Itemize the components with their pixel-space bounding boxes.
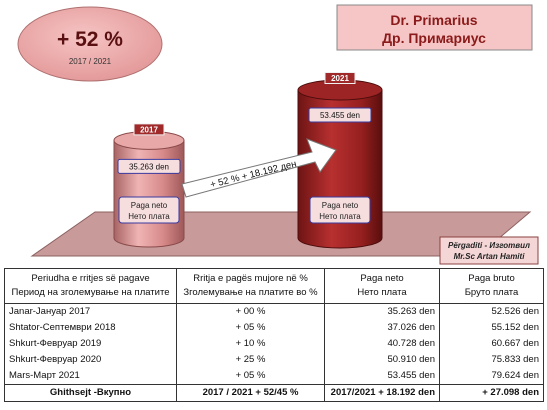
cell-gross: 79.624 den bbox=[439, 368, 544, 385]
bar-category-label: 2021 bbox=[331, 74, 349, 83]
bar-2017: 2017 35.263 den Paga neto Нето плата bbox=[113, 123, 185, 248]
cell-net: 37.026 den bbox=[324, 320, 440, 336]
bar-caption-line1: Paga neto bbox=[322, 201, 359, 210]
cell-increase: + 10 % bbox=[176, 336, 325, 352]
bar-caption-box bbox=[309, 196, 371, 224]
header-increase: Rritja e pagës mujore në % Зголемување на… bbox=[176, 268, 325, 304]
title-box bbox=[336, 4, 533, 51]
bar-category-box bbox=[133, 123, 165, 136]
total-increase: 2017 / 2021 + 52/45 % bbox=[176, 384, 325, 402]
credit-box bbox=[439, 236, 539, 265]
total-label: Ghithsejt -Вкупно bbox=[4, 384, 177, 402]
credit-line2: Mr.Sc Artan Hamiti bbox=[454, 252, 526, 261]
header-net: Paga neto Нето плата bbox=[324, 268, 440, 304]
table-row: Mars-Март 2021 + 05 % 53.455 den 79.624 … bbox=[4, 368, 544, 385]
badge-percent: + 52 % bbox=[57, 28, 123, 51]
table-total-row: Ghithsejt -Вкупно 2017 / 2021 + 52/45 % … bbox=[4, 384, 544, 402]
cell-gross: 52.526 den bbox=[439, 303, 544, 320]
table-row: Shtator-Септември 2018 + 05 % 37.026 den… bbox=[4, 320, 544, 336]
credit-line1: Përgaditi - Изготвил bbox=[448, 241, 530, 250]
cell-increase: + 25 % bbox=[176, 352, 325, 368]
bar-value-box bbox=[308, 107, 372, 123]
bar-body bbox=[113, 139, 185, 248]
bars-group: 2017 35.263 den Paga neto Нето плата 2021 53.… bbox=[113, 72, 383, 249]
cell-net: 53.455 den bbox=[324, 368, 440, 385]
total-net: 2017/2021 + 18.192 den bbox=[324, 384, 440, 402]
title-line2: Др. Примариус bbox=[382, 30, 486, 46]
bar-value-label: 35.263 den bbox=[129, 162, 169, 171]
salary-table: Periudha e rritjes së pagave Период на зг… bbox=[4, 268, 544, 402]
growth-arrow bbox=[181, 138, 337, 198]
cell-period: Shkurt-Февруар 2019 bbox=[4, 336, 177, 352]
bar-category-box bbox=[324, 72, 356, 84]
badge-years: 2017 / 2021 bbox=[69, 57, 112, 66]
table-row: Shkurt-Февруар 2020 + 25 % 50.910 den 75… bbox=[4, 352, 544, 368]
cell-period: Mars-Март 2021 bbox=[4, 368, 177, 385]
total-gross: + 27.098 den bbox=[439, 384, 544, 402]
cell-net: 40.728 den bbox=[324, 336, 440, 352]
bar-caption-line2: Нето плата bbox=[128, 212, 170, 221]
bar-caption-line1: Paga neto bbox=[131, 201, 168, 210]
cell-net: 35.263 den bbox=[324, 303, 440, 320]
cell-gross: 60.667 den bbox=[439, 336, 544, 352]
bar-caption-line2: Нето плата bbox=[319, 212, 361, 221]
bar-category-label: 2017 bbox=[140, 125, 158, 134]
cell-period: Shtator-Септември 2018 bbox=[4, 320, 177, 336]
cell-increase: + 00 % bbox=[176, 303, 325, 320]
cell-gross: 75.833 den bbox=[439, 352, 544, 368]
cell-net: 50.910 den bbox=[324, 352, 440, 368]
header-gross: Paga bruto Бруто плата bbox=[439, 268, 544, 304]
chart-canvas: + 52 % 2017 / 2021 Dr. Primarius Др. При… bbox=[17, 4, 539, 265]
table-row: Shkurt-Февруар 2019 + 10 % 40.728 den 60… bbox=[4, 336, 544, 352]
cell-increase: + 05 % bbox=[176, 368, 325, 385]
growth-badge bbox=[17, 6, 163, 82]
cell-gross: 55.152 den bbox=[439, 320, 544, 336]
bar-value-box bbox=[117, 158, 181, 174]
bar-caption-box bbox=[118, 196, 180, 224]
bar-2021: 2021 53.455 den Paga neto Нето плата bbox=[297, 72, 383, 249]
header-period: Periudha e rritjes së pagave Период на зг… bbox=[4, 268, 177, 304]
table-row: Janar-Јануар 2017 + 00 % 35.263 den 52.5… bbox=[4, 303, 544, 320]
bar-value-label: 53.455 den bbox=[320, 111, 360, 120]
cell-period: Janar-Јануар 2017 bbox=[4, 303, 177, 320]
table-header-row: Periudha e rritjes së pagave Период на зг… bbox=[4, 268, 544, 304]
cell-increase: + 05 % bbox=[176, 320, 325, 336]
cell-period: Shkurt-Февруар 2020 bbox=[4, 352, 177, 368]
title-line1: Dr. Primarius bbox=[390, 12, 477, 28]
